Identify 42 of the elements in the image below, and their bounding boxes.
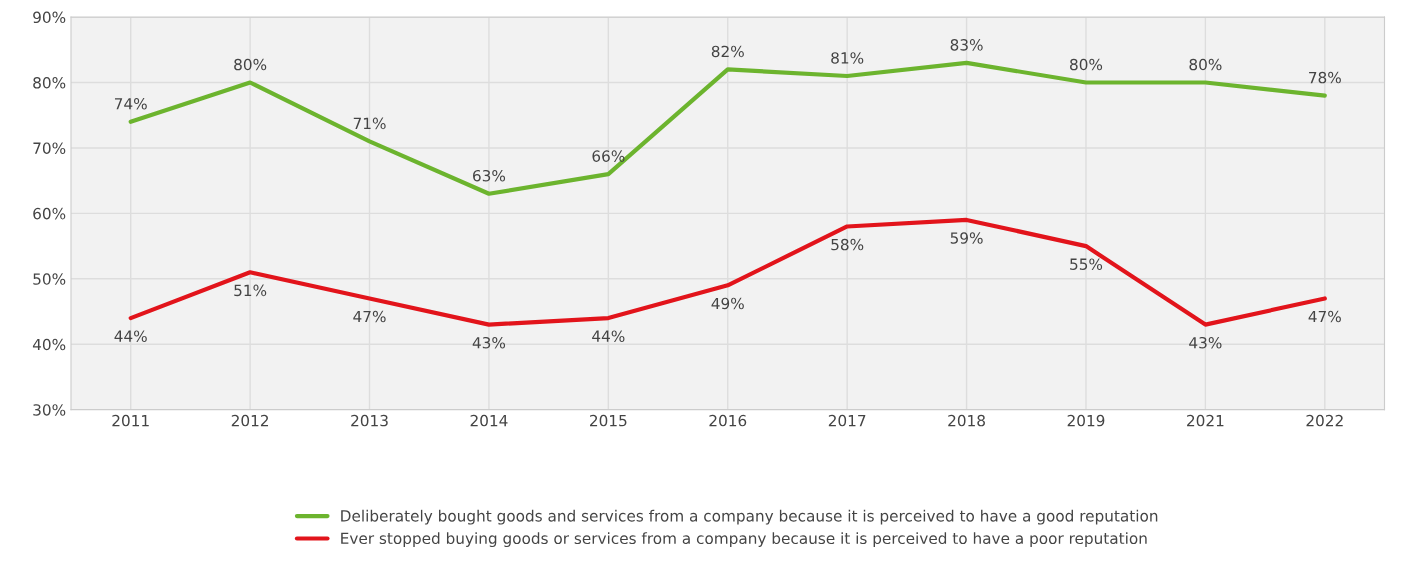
data-label: 59% [950, 232, 983, 244]
legend-label: Deliberately bought goods and services from a company because it is perceived to have a good reputation [341, 509, 1158, 525]
data-label: 43% [1189, 336, 1222, 349]
data-label: 63% [473, 169, 506, 182]
x-tick-label: 2017 [828, 414, 866, 427]
x-tick-label: 2014 [470, 414, 508, 427]
x-tick-label: 2011 [112, 414, 149, 427]
y-tick-label: 40% [32, 338, 66, 351]
data-label: 44% [592, 330, 625, 342]
x-tick-label: 2022 [1306, 414, 1343, 427]
y-tick-label: 50% [33, 273, 66, 285]
y-tick-label: 70% [33, 142, 66, 154]
data-label: 55% [1070, 258, 1103, 270]
legend-label: Ever stopped buying goods or services from a company because it is perceived to have a poor reputation [341, 532, 1147, 548]
x-tick-label: 2013 [351, 414, 388, 427]
y-tick-label: 80% [33, 76, 66, 89]
data-label: 83% [950, 39, 983, 51]
data-label: 66% [592, 150, 625, 162]
data-label: 78% [1309, 71, 1341, 84]
data-label: 43% [472, 336, 506, 349]
data-label: 44% [114, 330, 147, 342]
data-label: 81% [831, 52, 864, 64]
data-label: 80% [234, 58, 267, 71]
x-tick-label: 2012 [231, 414, 269, 427]
data-label: 51% [234, 284, 267, 297]
data-label: 47% [353, 310, 386, 323]
data-label: 82% [711, 45, 744, 58]
x-tick-label: 2019 [1067, 414, 1105, 427]
y-tick-label: 90% [33, 11, 66, 24]
data-label: 47% [1308, 310, 1341, 323]
data-label: 80% [1070, 58, 1103, 71]
data-label: 71% [353, 117, 386, 130]
data-label: 49% [711, 297, 744, 310]
x-tick-label: 2015 [590, 414, 627, 427]
x-tick-label: 2016 [709, 414, 747, 427]
x-tick-label: 2018 [948, 414, 985, 427]
data-label: 74% [114, 97, 147, 110]
y-tick-label: 60% [33, 207, 66, 220]
x-tick-label: 2021 [1187, 414, 1224, 427]
data-label: 58% [831, 238, 864, 251]
data-label: 80% [1189, 58, 1222, 71]
y-tick-label: 30% [33, 404, 66, 416]
